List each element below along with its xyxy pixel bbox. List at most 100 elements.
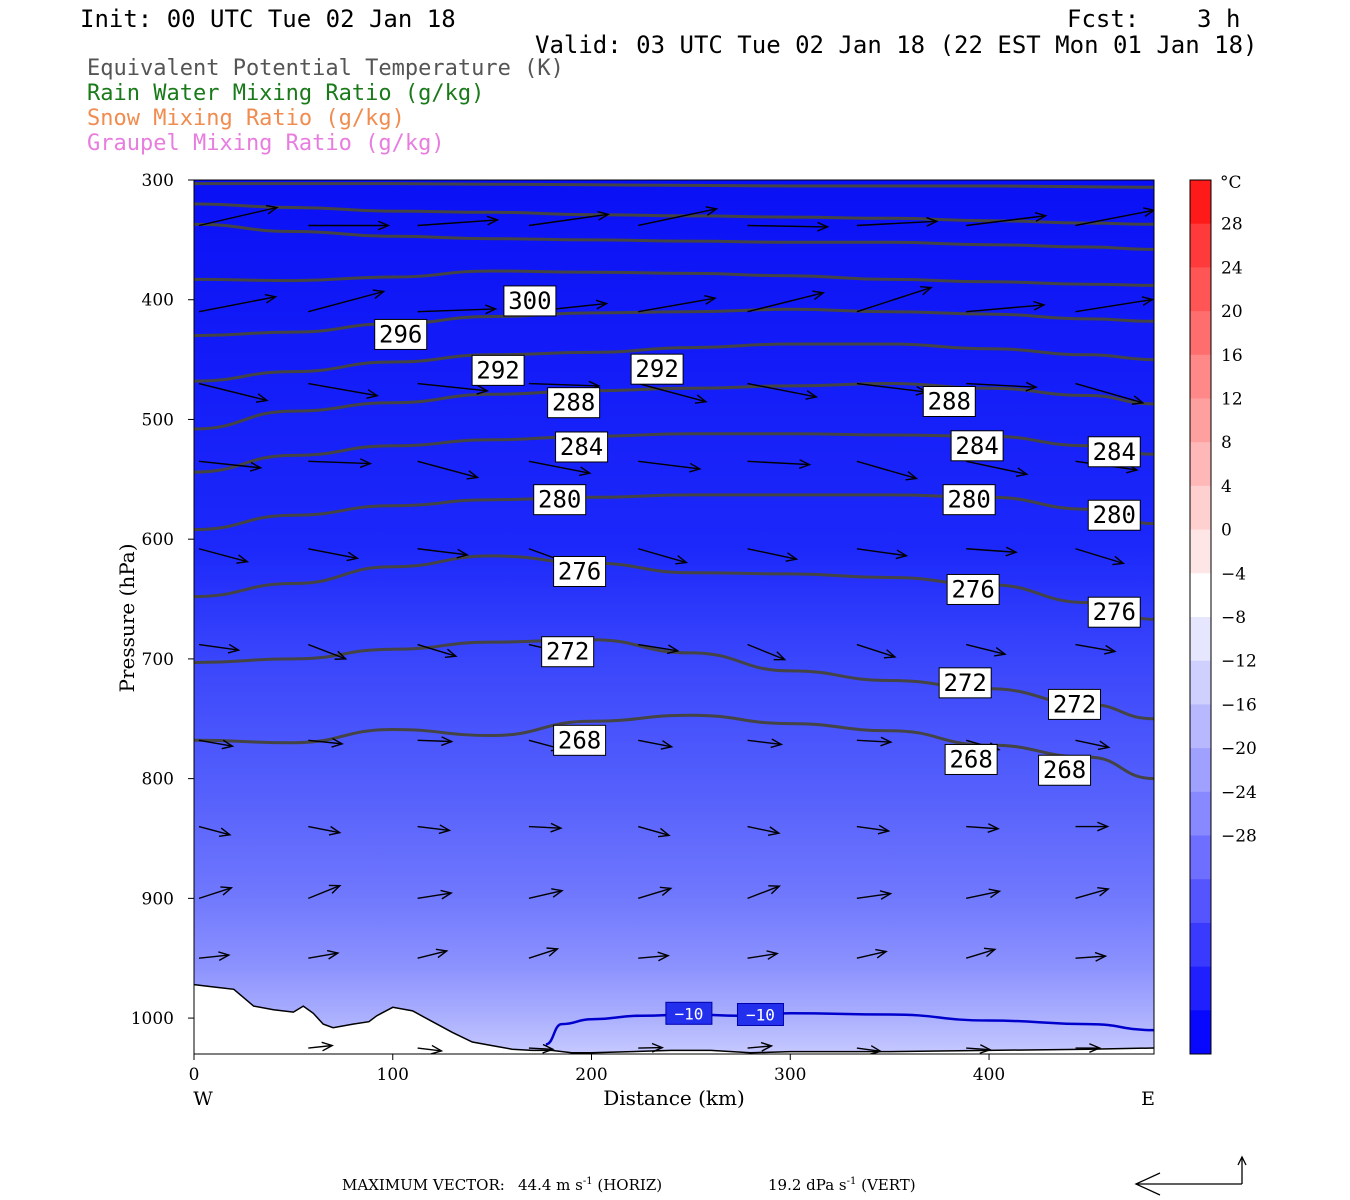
wind-vector-head [880, 736, 893, 747]
wind-vector [747, 643, 785, 661]
wind-vector-head [221, 739, 235, 750]
wind-vector [417, 1047, 442, 1052]
wind-vector-head [1034, 212, 1048, 222]
wind-vector [856, 382, 927, 393]
terrain-line [194, 983, 1154, 1054]
wind-vector [638, 382, 707, 403]
colorbar-swatch [1190, 485, 1211, 531]
contour-label: 288 [928, 387, 971, 415]
wind-vector-head [1005, 546, 1018, 557]
wind-vector [308, 825, 340, 834]
wind-vector [747, 460, 810, 466]
wind-vector-head [705, 206, 719, 216]
y-tick-label: 700 [142, 650, 174, 670]
wind-vector-head [328, 825, 342, 836]
wind-vector [1075, 209, 1154, 227]
colorbar-label: 0 [1221, 521, 1232, 541]
wind-vector-head [766, 950, 779, 960]
wind-vector-head [658, 827, 671, 838]
wind-vector [528, 382, 599, 387]
contour-label-box [503, 285, 557, 317]
colorbar-swatch [1190, 704, 1211, 749]
temp-label-box [736, 1002, 784, 1026]
wind-vector-head [366, 389, 380, 399]
colorbar-swatch [1190, 966, 1211, 1011]
x-tick-label: 100 [377, 1065, 409, 1085]
theta-e-contour-288 [194, 381, 1154, 431]
colorbar-swatch [1190, 660, 1211, 705]
colorbar-label: −24 [1221, 783, 1257, 803]
wind-vector-head [218, 951, 231, 962]
wind-vector-head [551, 888, 564, 898]
contour-label-box [541, 636, 595, 668]
colorbar-swatch [1190, 617, 1211, 662]
wind-vector [638, 460, 700, 470]
wind-vector-head [760, 1041, 774, 1052]
wind-vector [638, 954, 669, 959]
wind-vector-head [675, 555, 689, 565]
temp-label-box [665, 1001, 713, 1025]
colorbar-swatch [1190, 1010, 1211, 1055]
wind-vector [417, 219, 498, 227]
contour-label-box [1047, 688, 1101, 720]
wind-vector [308, 952, 338, 959]
wind-vector [638, 887, 671, 900]
wind-vector [966, 304, 1044, 313]
wind-vector-head [255, 393, 269, 403]
wind-vector [966, 382, 1037, 388]
x-tick-label: 200 [575, 1065, 607, 1085]
contour-label: 272 [944, 669, 987, 697]
contour-label: 292 [476, 356, 519, 384]
y-axis-title: Pressure (hPa) [115, 544, 139, 693]
wind-vector-head [542, 1043, 555, 1054]
wind-vector-head [926, 216, 939, 227]
wind-vector-head [895, 549, 909, 560]
wind-vector [198, 206, 278, 227]
contour-label-box [553, 556, 607, 588]
wind-vector-head [1097, 821, 1110, 832]
colorbar-swatch [1190, 267, 1211, 312]
wind-vector [856, 739, 891, 743]
theta-e-contour-312 [194, 182, 1154, 189]
wind-vector-head [657, 951, 670, 962]
wind-vector [966, 215, 1046, 227]
colorbar-swatch [1190, 398, 1211, 443]
wind-vector [1075, 548, 1124, 565]
theta-e-contour-272 [194, 638, 1154, 721]
wind-vector-head [1097, 740, 1111, 751]
wind-vector-head [979, 1044, 992, 1054]
wind-vector-head [660, 740, 674, 750]
contour-label-box [555, 431, 609, 463]
colorbar-label: 8 [1221, 433, 1232, 453]
x-tick-label: 0 [189, 1065, 200, 1085]
wind-vector [308, 548, 358, 559]
wind-vector [856, 825, 889, 832]
horiz-tag: (HORIZ) [592, 1176, 663, 1194]
wind-vector [308, 382, 378, 397]
wind-vector-head [218, 827, 232, 838]
wind-vector [747, 224, 828, 228]
wind-vector-head [227, 643, 241, 654]
colorbar-swatch [1190, 748, 1211, 793]
wind-vector [747, 739, 782, 746]
wind-vector-head [877, 824, 891, 835]
wind-vector-head [1094, 951, 1108, 962]
wind-vector [528, 825, 561, 829]
contour-label: 284 [1093, 438, 1136, 466]
wind-vector [856, 286, 932, 313]
colorbar-label: −4 [1221, 564, 1246, 584]
colorbar-swatch [1190, 879, 1211, 924]
contour-label: 268 [558, 726, 601, 754]
contour-label-box [1038, 754, 1092, 786]
wind-vector [308, 643, 346, 660]
temp-contour-label: −10 [674, 1004, 703, 1023]
wind-vector [856, 460, 917, 480]
wind-vector [638, 548, 687, 564]
theta-e-contour-304 [194, 222, 1154, 251]
wind-vector-head [430, 1044, 444, 1054]
wind-vector-head [456, 548, 470, 559]
wind-vector-head [1143, 207, 1154, 217]
wind-vector [198, 739, 233, 747]
contour-label: 296 [379, 320, 422, 348]
contour-label-box [942, 484, 996, 516]
